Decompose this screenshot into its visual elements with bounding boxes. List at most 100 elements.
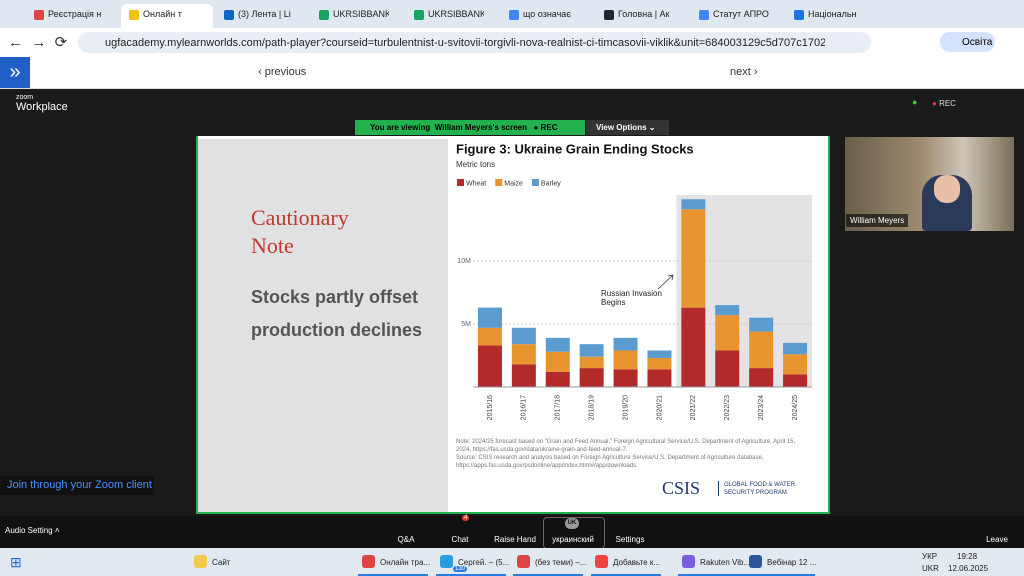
slide-heading: Cautionary Note bbox=[251, 205, 349, 258]
start-button[interactable]: ⊞ bbox=[10, 554, 22, 570]
task-label: (без теми) –... bbox=[535, 558, 587, 567]
task-active bbox=[358, 574, 428, 576]
task-icon[interactable] bbox=[362, 555, 375, 568]
previous: previous bbox=[264, 66, 307, 78]
banner: You are viewing William Meyers's screen … bbox=[370, 123, 558, 132]
control-label[interactable]: украинский bbox=[552, 535, 594, 544]
bar-segment bbox=[647, 369, 672, 387]
task-active bbox=[513, 574, 583, 576]
profile-button[interactable] bbox=[940, 32, 995, 52]
task-items: Сайт Онлайн тра... Сергей. – (5... (без тем… bbox=[0, 548, 1024, 576]
view-options[interactable]: View Options ⌄ bbox=[586, 120, 669, 135]
tab-title: Статут АПРО bbox=[713, 9, 769, 19]
task-icon[interactable] bbox=[440, 555, 453, 568]
bar-segment bbox=[545, 337, 570, 352]
tab-icon bbox=[319, 10, 329, 20]
control-label[interactable]: Q&A bbox=[397, 535, 415, 544]
tabs: Реєстрація н Онлайн т (3) Лента | Li UKRSIB… bbox=[0, 0, 900, 28]
clock-time[interactable]: 19:28 bbox=[957, 552, 978, 561]
control-label[interactable]: Raise Hand bbox=[494, 535, 536, 544]
bar-segment bbox=[477, 307, 502, 328]
bar-segment bbox=[477, 345, 502, 387]
task-icon[interactable] bbox=[749, 555, 762, 568]
lang2: UKR bbox=[922, 564, 939, 573]
participant-name: William Meyers bbox=[846, 214, 909, 227]
bar-segment bbox=[545, 351, 570, 372]
task-icon[interactable] bbox=[595, 555, 608, 568]
bar-segment bbox=[647, 358, 672, 370]
tab-icon bbox=[509, 10, 519, 20]
task-icon[interactable] bbox=[194, 555, 207, 568]
task-icon[interactable] bbox=[517, 555, 530, 568]
bar-segment bbox=[749, 368, 774, 387]
bar-segment bbox=[647, 350, 672, 359]
x-tick-label: 2017/18 bbox=[555, 395, 562, 420]
x-tick-label: 2018/19 bbox=[588, 395, 595, 420]
bar-segment bbox=[579, 368, 604, 387]
task-label: Rakuten Vib... bbox=[700, 558, 751, 567]
logo: CSIS bbox=[662, 478, 701, 498]
chart-title: Figure 3: Ukraine Grain Ending Stocks bbox=[456, 141, 694, 156]
taskbar bbox=[0, 548, 1024, 576]
audio-setting[interactable]: Audio Setting ˄ bbox=[5, 526, 60, 535]
control-label[interactable]: Leave bbox=[986, 535, 1008, 544]
task-badge: 130 bbox=[453, 566, 468, 572]
bar-segment bbox=[545, 371, 570, 387]
lang1[interactable]: УКР bbox=[922, 552, 938, 561]
control-label[interactable]: Settings bbox=[615, 535, 645, 544]
tab-icon bbox=[129, 10, 139, 20]
bar-segment bbox=[477, 327, 502, 346]
join-box bbox=[0, 476, 154, 495]
previous-button[interactable]: ‹ previous bbox=[258, 66, 307, 78]
next-button[interactable]: next › bbox=[730, 66, 758, 78]
arrow-head bbox=[667, 274, 674, 281]
task-active bbox=[591, 574, 661, 576]
note: Source: CSIS research and analysis based… bbox=[456, 455, 764, 469]
task-label: Вебінар 12 ... bbox=[767, 558, 817, 567]
logo-sub: GLOBAL FOOD & WATER SECURITY PROGRAM bbox=[718, 481, 824, 496]
legend-swatch bbox=[495, 179, 503, 186]
task-active bbox=[745, 574, 815, 576]
y-tick-label: 10M bbox=[457, 258, 471, 265]
nav-buttons[interactable]: ← → ⟳ bbox=[8, 34, 68, 51]
notes: Note: 2024/25 forecast based on “Grain a… bbox=[456, 438, 804, 470]
tab-title: UKRSIBBANK bbox=[333, 9, 389, 19]
slide-left bbox=[198, 139, 448, 512]
task-active bbox=[678, 574, 748, 576]
banner-rec: REC bbox=[540, 123, 558, 132]
join-link[interactable]: Join through your Zoom client bbox=[7, 479, 152, 491]
tab-title: Онлайн т bbox=[143, 9, 182, 19]
presenter: William Meyers's screen bbox=[434, 123, 527, 132]
bar-segment bbox=[579, 356, 604, 369]
next: next bbox=[730, 66, 751, 78]
y-tick-label: 5M bbox=[461, 321, 471, 328]
bar-segment bbox=[681, 307, 706, 387]
x-tick-label: 2024/25 bbox=[792, 395, 799, 420]
legend-swatch bbox=[457, 179, 464, 186]
bar-segment bbox=[511, 364, 536, 387]
tab-title: що означає bbox=[523, 9, 571, 19]
bar-segment bbox=[613, 369, 638, 387]
x-tick-label: 2022/23 bbox=[724, 395, 731, 420]
zoom-brand: Workplace bbox=[16, 101, 68, 113]
view-options-text: View Options bbox=[596, 123, 647, 132]
bar-segment bbox=[511, 327, 536, 345]
tab-icon bbox=[414, 10, 424, 20]
tab-icon bbox=[224, 10, 234, 20]
task-label: Сергей. – (5... bbox=[458, 558, 510, 567]
sidebar-toggle[interactable]: » bbox=[0, 57, 30, 88]
tab-title: Національн bbox=[808, 9, 857, 19]
url: ugfacademy.mylearnworlds.com/path-player… bbox=[105, 37, 825, 49]
annotation: Russian Invasion Begins bbox=[601, 289, 662, 307]
legend-swatch bbox=[531, 179, 539, 186]
bar-segment bbox=[749, 331, 774, 369]
bar-segment bbox=[783, 374, 808, 387]
chart: Figure 3: Ukraine Grain Ending Stocks Met… bbox=[456, 141, 812, 420]
x-tick-label: 2023/24 bbox=[758, 395, 765, 420]
bar-segment bbox=[715, 350, 740, 387]
zoom-logo: zoom bbox=[16, 94, 34, 101]
x-tick-label: 2020/21 bbox=[656, 395, 663, 420]
address-bar[interactable] bbox=[78, 32, 871, 53]
task-icon[interactable] bbox=[682, 555, 695, 568]
control-label[interactable]: Chat bbox=[451, 535, 469, 544]
